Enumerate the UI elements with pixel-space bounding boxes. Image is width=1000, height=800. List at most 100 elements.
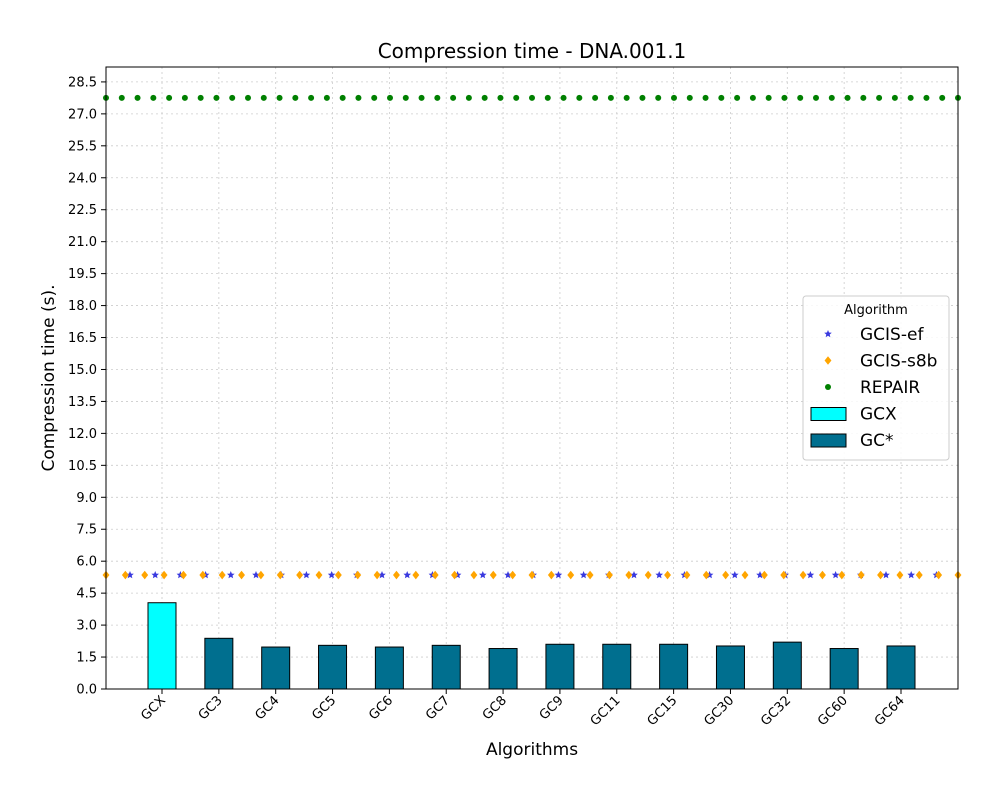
point bbox=[126, 571, 134, 579]
legend-label: GCIS-ef bbox=[860, 325, 924, 345]
point bbox=[606, 570, 613, 580]
point bbox=[797, 94, 804, 101]
point bbox=[630, 571, 638, 579]
point bbox=[355, 94, 362, 101]
y-tick-label: 1.5 bbox=[76, 651, 97, 666]
y-tick-label: 10.5 bbox=[68, 459, 97, 474]
point bbox=[838, 570, 846, 580]
point bbox=[655, 571, 663, 579]
point bbox=[260, 94, 267, 101]
bar bbox=[147, 602, 177, 690]
plot-area bbox=[102, 94, 962, 690]
y-tick-label: 6.0 bbox=[76, 555, 97, 570]
point bbox=[150, 94, 157, 101]
x-tick-label: GCX bbox=[138, 693, 169, 724]
point bbox=[702, 94, 709, 101]
point bbox=[813, 94, 819, 101]
point bbox=[686, 94, 693, 101]
point bbox=[402, 94, 409, 101]
point bbox=[876, 94, 883, 101]
point bbox=[655, 94, 662, 101]
point bbox=[639, 94, 646, 101]
bar bbox=[829, 648, 859, 690]
y-tick-label: 9.0 bbox=[76, 491, 97, 506]
y-tick-label: 21.0 bbox=[68, 235, 97, 250]
point bbox=[513, 94, 520, 101]
point bbox=[860, 94, 867, 101]
bar bbox=[772, 641, 802, 690]
legend-marker bbox=[824, 356, 832, 365]
bar bbox=[204, 637, 234, 690]
point bbox=[181, 94, 188, 101]
point bbox=[939, 94, 946, 101]
y-axis-label: Compression time (s). bbox=[39, 284, 59, 471]
y-axis: 0.0 1.5 3.0 4.5 6.0 7.5 9.0 10.5 12.0 13.5 15.0 16.… bbox=[68, 75, 106, 698]
y-tick-label: 18.0 bbox=[68, 299, 97, 314]
point bbox=[197, 94, 204, 101]
point bbox=[741, 570, 749, 580]
point bbox=[393, 570, 400, 580]
point bbox=[276, 570, 284, 580]
point bbox=[431, 570, 439, 580]
bar bbox=[261, 646, 291, 690]
y-tick-label: 15.0 bbox=[68, 363, 97, 378]
point bbox=[586, 570, 594, 580]
y-tick-label: 13.5 bbox=[68, 395, 97, 410]
y-tick-label: 24.0 bbox=[68, 171, 97, 186]
bar bbox=[715, 645, 745, 690]
legend-label: GCIS-s8b bbox=[860, 352, 937, 372]
legend-marker bbox=[825, 384, 831, 390]
point bbox=[625, 570, 633, 580]
point bbox=[166, 94, 173, 101]
point bbox=[151, 571, 159, 579]
point bbox=[592, 94, 599, 101]
point bbox=[664, 570, 671, 580]
point bbox=[576, 94, 583, 101]
bar bbox=[374, 646, 404, 690]
point bbox=[644, 570, 652, 580]
point bbox=[529, 94, 535, 101]
point bbox=[180, 570, 187, 580]
point bbox=[465, 94, 472, 101]
legend-label: GCX bbox=[860, 405, 897, 425]
point bbox=[607, 94, 614, 101]
x-tick-label: GC60 bbox=[815, 693, 851, 729]
x-tick-label: GC6 bbox=[366, 693, 396, 723]
point bbox=[891, 94, 898, 101]
legend-marker bbox=[810, 407, 847, 421]
legend-marker bbox=[810, 433, 847, 448]
point bbox=[923, 94, 930, 101]
point bbox=[718, 94, 725, 101]
point bbox=[489, 570, 497, 580]
point bbox=[252, 571, 260, 579]
point bbox=[218, 570, 226, 580]
point bbox=[780, 570, 788, 580]
point bbox=[722, 570, 730, 580]
x-axis-label: Algorithms bbox=[486, 740, 578, 760]
point bbox=[387, 94, 393, 101]
point bbox=[257, 570, 265, 580]
legend-title: Algorithm bbox=[844, 303, 908, 318]
point bbox=[229, 94, 236, 101]
point bbox=[276, 94, 283, 101]
point bbox=[418, 94, 425, 101]
point bbox=[160, 570, 168, 580]
point bbox=[623, 94, 630, 101]
point bbox=[213, 94, 220, 101]
series-gcis-s8b bbox=[102, 570, 962, 580]
point bbox=[915, 570, 923, 580]
point bbox=[323, 94, 330, 101]
legend: Algorithm GCIS-ef GCIS-s8b REPAIR GCX GC* bbox=[802, 295, 950, 461]
bar bbox=[545, 643, 575, 690]
point bbox=[567, 570, 575, 580]
point bbox=[339, 94, 346, 101]
chart-title: Compression time - DNA.001.1 bbox=[378, 39, 687, 63]
point bbox=[671, 94, 677, 101]
point bbox=[121, 570, 129, 580]
bar bbox=[659, 643, 689, 690]
point bbox=[907, 94, 914, 101]
point bbox=[315, 570, 323, 580]
point bbox=[378, 571, 386, 579]
y-tick-label: 19.5 bbox=[68, 267, 97, 282]
